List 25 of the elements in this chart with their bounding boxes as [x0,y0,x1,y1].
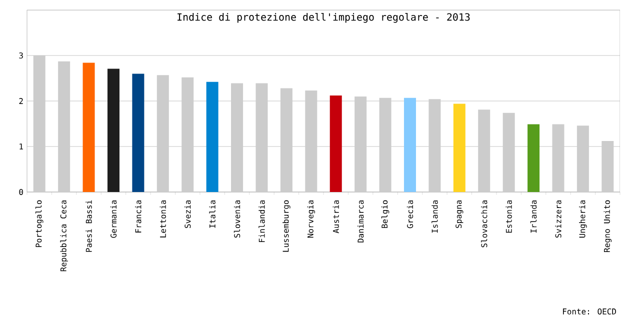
bar [107,68,120,192]
bar [82,62,95,192]
bar [576,126,589,192]
bar [256,83,268,192]
bar [280,88,292,192]
bar [354,96,367,192]
chart-title: Indice di protezione dell'impiego regolare - 2013 [178,13,470,23]
bar [602,141,614,192]
bar [453,104,466,192]
bar [478,110,490,192]
bar [305,90,318,192]
bar [33,56,46,192]
bar [182,77,194,192]
bar [231,83,244,192]
bar [330,96,342,192]
bar [502,112,515,192]
bar [58,61,70,192]
bar [428,99,441,192]
bar [132,74,144,192]
bar [404,98,416,192]
bar [156,75,169,192]
bar [379,98,392,192]
bar [552,124,564,192]
bar [206,82,218,192]
bar [528,124,540,192]
